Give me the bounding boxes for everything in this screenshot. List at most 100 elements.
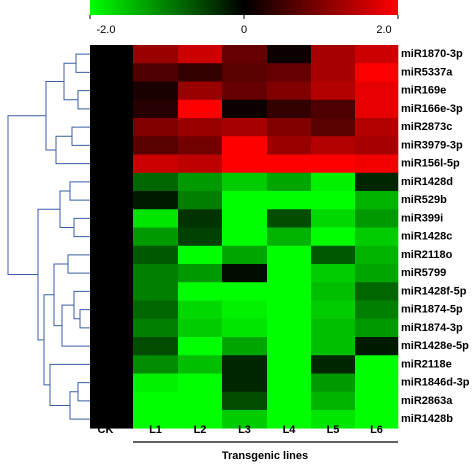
heat-cell [311,318,356,338]
heat-cell [267,81,312,101]
row-label: miR1428b [401,413,453,425]
heat-cell [311,81,356,101]
heat-cell [90,391,134,411]
heat-cell [90,282,134,301]
heat-cell [133,227,179,247]
heat-cell [355,355,399,374]
heat-cell [90,191,134,210]
dendrogram-branch [73,290,90,320]
heat-cell [267,373,312,393]
dendrogram-branch [77,90,90,110]
heat-cell [178,45,223,64]
heat-cell [311,355,356,374]
heat-cell [133,337,179,356]
heat-cell [222,136,268,155]
heat-cell [133,172,179,192]
heat-cell [178,337,223,356]
heat-cell [222,209,268,228]
heat-cell [133,63,179,82]
heat-cell [178,264,223,283]
heat-cell [267,118,312,137]
column-label: L2 [194,424,207,436]
dendrogram [7,53,90,420]
heat-cell [267,227,312,247]
heat-cell [133,373,179,393]
heat-cell [178,318,223,338]
heat-cell [133,81,179,101]
heat-cell [355,264,399,283]
colorbar-tick-label: 0 [241,24,247,36]
heat-cell [178,99,223,119]
heat-cell [90,154,134,174]
heat-cell [222,154,268,174]
heat-cell [90,355,134,374]
heat-cell [178,355,223,374]
row-label: miR2863a [401,395,453,407]
heat-cell [133,391,179,411]
dendrogram-branch [69,181,90,201]
heat-cell [355,118,399,137]
row-label: miR1428d [401,176,453,188]
heat-cell [90,264,134,283]
heat-cell [133,191,179,210]
heat-cell [267,391,312,411]
heat-cell [267,209,312,228]
dendrogram-branch [61,304,90,347]
heat-cell [90,245,134,265]
heat-cell [267,337,312,356]
column-label: L6 [370,424,383,436]
heat-cell [267,410,312,429]
heat-cell [311,172,356,192]
heat-cell [178,81,223,101]
heat-cell [178,300,223,320]
heat-cell [222,191,268,210]
heat-cell [222,227,268,247]
dendrogram-branch [69,391,90,420]
heat-cell [222,81,268,101]
heat-cell [311,154,356,174]
heat-cell [222,373,268,393]
heat-cell [311,227,356,247]
heat-cell [355,154,399,174]
heat-cell [90,373,134,393]
heat-cell [222,355,268,374]
heat-cell [355,282,399,301]
heat-cell [267,63,312,82]
dendrogram-branch [7,115,46,276]
row-label: miR3979-3p [401,139,463,151]
heat-cell [133,209,179,228]
heat-cell [267,355,312,374]
colorbar [90,0,398,15]
heat-cell [222,45,268,64]
colorbar-tick-label: 2.0 [376,24,391,36]
heat-cell [355,63,399,82]
heat-cell [178,282,223,301]
heat-cell [355,300,399,320]
heat-cell [311,264,356,283]
heat-cell [90,172,134,192]
heat-cell [355,318,399,338]
heat-cell [222,99,268,119]
row-label: miR399i [401,212,443,224]
row-label: miR1874-3p [401,322,463,334]
heat-cell [267,154,312,174]
heat-cell [267,300,312,320]
heat-cell [222,118,268,137]
dendrogram-branch [67,254,90,274]
heat-cell [178,136,223,155]
dendrogram-branch [59,190,74,228]
heat-cell [355,191,399,210]
heat-cell [133,264,179,283]
heat-cell [355,245,399,265]
row-label: miR1874-5p [401,304,463,316]
heat-cell [267,318,312,338]
heat-cell [90,118,134,137]
heat-cell [90,209,134,228]
heat-cell [222,300,268,320]
heat-cell [222,245,268,265]
heat-cell [178,227,223,247]
heat-cell [133,136,179,155]
row-label: miR2118e [401,358,452,370]
row-label: miR1428c [401,231,452,243]
